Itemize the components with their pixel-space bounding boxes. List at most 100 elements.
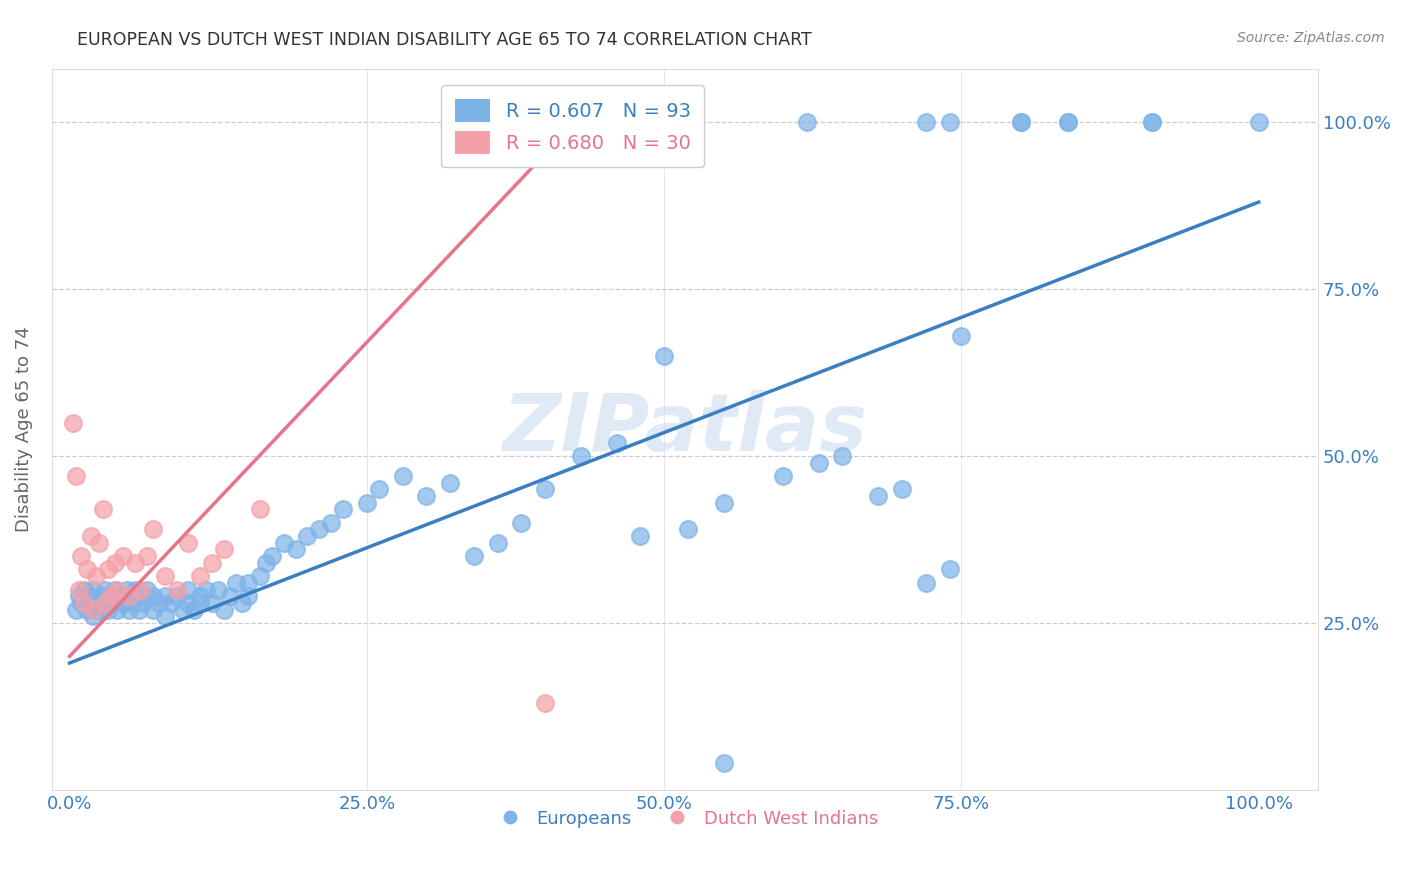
Point [82,609,104,624]
Point [142,589,165,603]
Text: Source: ZipAtlas.com: Source: ZipAtlas.com [1237,31,1385,45]
Point [94,596,117,610]
Point [190,596,212,610]
Point [236,575,259,590]
Point [97,602,120,616]
Point [80,589,103,603]
Point [713,756,735,771]
Point [195,582,218,597]
Point [415,489,437,503]
Point [148,596,170,610]
Point [1140,115,1163,129]
Point [73,582,96,597]
Point [796,115,818,129]
Point [177,596,200,610]
Point [159,596,181,610]
Point [284,542,307,557]
Point [91,589,114,603]
Point [118,589,141,603]
Point [606,435,628,450]
Y-axis label: Disability Age 65 to 74: Disability Age 65 to 74 [15,326,32,533]
Point [84,569,107,583]
Point [772,469,794,483]
Point [112,549,135,563]
Point [166,589,188,603]
Point [67,582,90,597]
Point [118,602,141,616]
Point [177,582,200,597]
Point [868,489,890,503]
Point [212,602,235,616]
Point [65,469,87,483]
Point [67,589,90,603]
Point [391,469,413,483]
Point [62,416,84,430]
Point [153,589,176,603]
Point [124,556,146,570]
Point [231,596,253,610]
Text: ZIPatlas: ZIPatlas [502,390,868,468]
Point [938,562,960,576]
Point [142,523,165,537]
Point [236,589,259,603]
Point [65,602,87,616]
Point [120,596,142,610]
Point [97,562,120,576]
Point [201,596,224,610]
Point [534,483,557,497]
Point [1010,115,1032,129]
Point [82,602,104,616]
Point [260,549,283,563]
Point [82,582,104,597]
Point [249,569,271,583]
Point [129,589,152,603]
Point [190,589,212,603]
Point [713,496,735,510]
Point [219,589,242,603]
Point [100,589,122,603]
Point [70,549,93,563]
Point [177,535,200,549]
Point [273,535,295,549]
Point [367,483,389,497]
Point [94,596,117,610]
Point [1140,115,1163,129]
Point [112,596,135,610]
Point [76,562,98,576]
Point [249,502,271,516]
Point [950,328,973,343]
Point [135,549,157,563]
Point [94,582,117,597]
Point [190,569,212,583]
Point [534,696,557,710]
Point [201,556,224,570]
Point [105,582,128,597]
Legend: Europeans, Dutch West Indians: Europeans, Dutch West Indians [484,803,886,835]
Point [225,575,247,590]
Point [297,529,319,543]
Point [1057,115,1080,129]
Point [104,582,127,597]
Point [510,516,533,530]
Point [891,483,914,497]
Point [70,596,93,610]
Point [212,542,235,557]
Point [914,575,936,590]
Point [807,456,830,470]
Point [254,556,277,570]
Point [207,582,229,597]
Point [129,582,152,597]
Point [73,596,96,610]
Point [356,496,378,510]
Point [831,449,853,463]
Point [91,502,114,516]
Point [486,535,509,549]
Point [1057,115,1080,129]
Point [652,349,675,363]
Point [914,115,936,129]
Point [124,582,146,597]
Point [76,602,98,616]
Point [105,602,128,616]
Point [118,589,141,603]
Point [676,523,699,537]
